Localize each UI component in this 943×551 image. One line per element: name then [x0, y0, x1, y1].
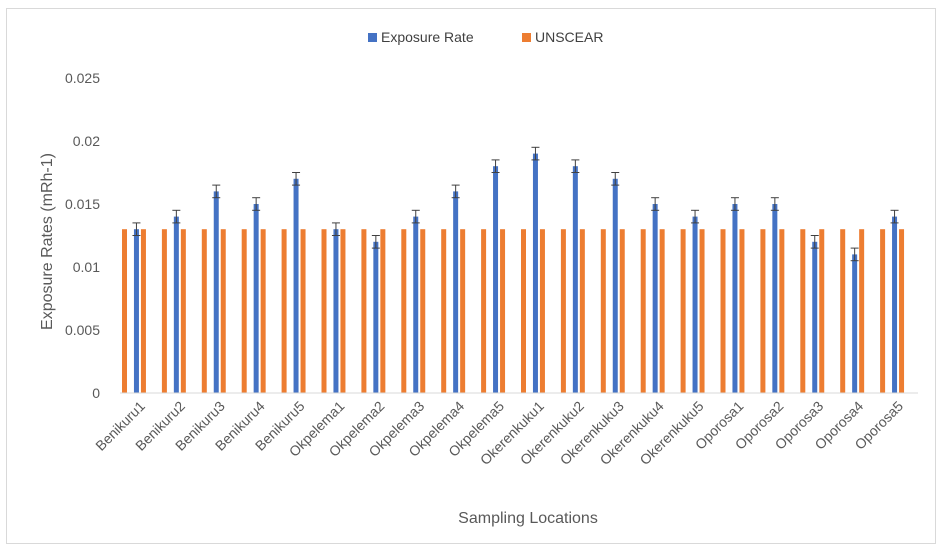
bar-unscear — [779, 229, 785, 393]
bar-unscear-edge — [361, 229, 367, 393]
bar-exposure-rate — [612, 178, 618, 393]
bar-unscear-edge — [840, 229, 846, 393]
bar-exposure-rate — [772, 204, 778, 393]
y-tick-label: 0.02 — [73, 133, 100, 149]
bar-exposure-rate — [413, 216, 419, 393]
bar-exposure-rate — [293, 178, 299, 393]
bar-exposure-rate — [453, 191, 459, 393]
legend-swatch — [522, 33, 531, 42]
bar-unscear — [539, 229, 545, 393]
bar-exposure-rate — [852, 254, 858, 393]
bar-unscear — [460, 229, 466, 393]
bar-exposure-rate — [652, 204, 658, 393]
bar-unscear — [340, 229, 346, 393]
bar-unscear — [579, 229, 585, 393]
legend-swatch — [368, 33, 377, 42]
y-tick-label: 0 — [92, 385, 100, 401]
bar-unscear-edge — [680, 229, 686, 393]
bars — [122, 146, 905, 393]
y-axis-title: Exposure Rates (mRh-1) — [39, 153, 56, 330]
bar-exposure-rate — [572, 166, 578, 393]
bar-unscear — [180, 229, 186, 393]
bar-unscear-edge — [600, 229, 606, 393]
bar-unscear — [899, 229, 905, 393]
bar-exposure-rate — [173, 216, 179, 393]
bar-exposure-rate — [732, 204, 738, 393]
bar-unscear — [739, 229, 745, 393]
bar-unscear-edge — [201, 229, 207, 393]
bar-unscear — [300, 229, 306, 393]
bar-unscear — [380, 229, 386, 393]
bar-unscear-edge — [321, 229, 327, 393]
bar-unscear-edge — [800, 229, 806, 393]
bar-unscear-edge — [481, 229, 487, 393]
bar-exposure-rate — [892, 216, 898, 393]
bar-unscear — [140, 229, 146, 393]
bar-exposure-rate — [213, 191, 219, 393]
y-tick-label: 0.025 — [65, 70, 100, 86]
bar-unscear-edge — [122, 229, 127, 393]
legend: Exposure Rate UNSCEAR — [368, 29, 603, 45]
bar-unscear-edge — [161, 229, 167, 393]
bar-unscear-edge — [441, 229, 447, 393]
bar-unscear — [859, 229, 865, 393]
bar-exposure-rate — [333, 229, 339, 393]
legend-label: UNSCEAR — [535, 29, 603, 45]
bar-unscear-edge — [281, 229, 287, 393]
bar-unscear-edge — [401, 229, 407, 393]
bar-unscear — [619, 229, 625, 393]
y-tick-label: 0.005 — [65, 322, 100, 338]
bar-unscear-edge — [560, 229, 566, 393]
bar-unscear-edge — [521, 229, 526, 393]
bar-unscear — [220, 229, 226, 393]
bar-unscear — [260, 229, 266, 393]
bar-unscear — [420, 229, 426, 393]
bar-unscear-edge — [241, 229, 247, 393]
bar-exposure-rate — [133, 229, 139, 393]
y-axis-ticks: 0 0.005 0.01 0.015 0.02 0.025 — [65, 70, 100, 401]
bar-exposure-rate — [812, 241, 818, 393]
bar-exposure-rate — [532, 153, 538, 393]
bar-unscear-edge — [880, 229, 886, 393]
bar-unscear — [699, 229, 705, 393]
bar-unscear — [500, 229, 506, 393]
y-tick-label: 0.015 — [65, 196, 100, 212]
bar-unscear-edge — [720, 229, 726, 393]
y-tick-label: 0.01 — [73, 259, 100, 275]
legend-label: Exposure Rate — [381, 29, 474, 45]
x-axis-ticks: Benikuru1Benikuru2Benikuru3Benikuru4Beni… — [92, 398, 906, 468]
bar-unscear-edge — [640, 229, 646, 393]
bar-unscear — [659, 229, 665, 393]
x-axis-title: Sampling Locations — [458, 510, 598, 527]
bar-exposure-rate — [692, 216, 698, 393]
bar-exposure-rate — [493, 166, 499, 393]
bar-unscear — [819, 229, 825, 393]
bar-unscear-edge — [760, 229, 766, 393]
bar-exposure-rate — [373, 241, 379, 393]
bar-exposure-rate — [253, 204, 259, 393]
